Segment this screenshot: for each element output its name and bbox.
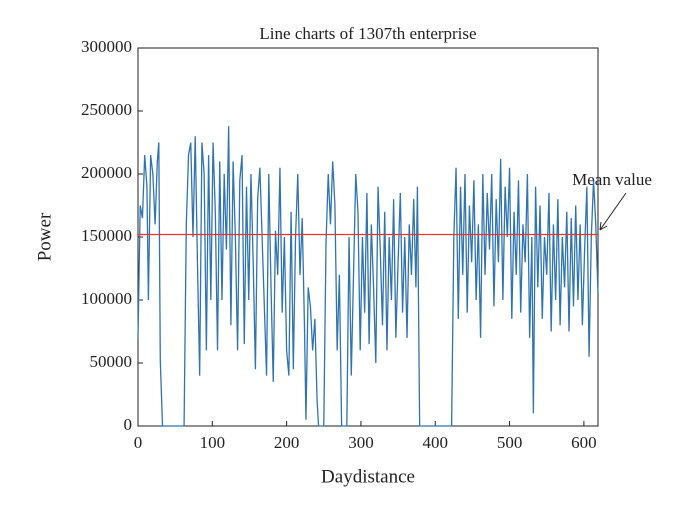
chart-title: Line charts of 1307th enterprise [259,24,476,43]
annotation: Mean value [572,170,652,189]
y-tick-label: 150000 [81,226,132,245]
x-axis-label: Daydistance [321,466,415,487]
y-tick-label: 300000 [81,37,132,56]
x-tick-label: 100 [200,433,226,452]
x-tick-label: 400 [423,433,449,452]
x-tick-label: 300 [348,433,374,452]
annotation-arrow [599,192,627,231]
arrow-head [599,221,608,231]
x-tick-label: 0 [134,433,143,452]
x-tick-label: 600 [571,433,597,452]
y-tick-label: 250000 [81,100,132,119]
y-axis-label: Power [34,212,55,261]
y-tick-label: 100000 [81,289,132,308]
data-line [137,126,599,427]
y-tick-label: 200000 [81,163,132,182]
y-tick-label: 0 [124,415,133,434]
x-tick-label: 500 [497,433,523,452]
x-tick-label: 200 [274,433,300,452]
y-tick-label: 50000 [90,352,133,371]
